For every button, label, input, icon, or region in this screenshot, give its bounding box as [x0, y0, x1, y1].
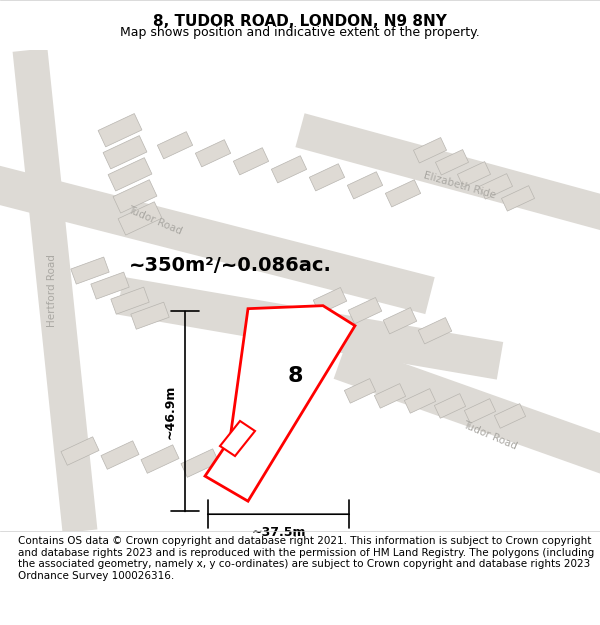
Polygon shape	[464, 399, 496, 423]
Polygon shape	[271, 156, 307, 183]
Polygon shape	[108, 158, 152, 191]
Polygon shape	[141, 445, 179, 473]
Text: ~37.5m: ~37.5m	[251, 526, 306, 539]
Polygon shape	[310, 164, 344, 191]
Polygon shape	[113, 180, 157, 213]
Polygon shape	[348, 298, 382, 324]
Polygon shape	[71, 257, 109, 284]
Polygon shape	[404, 389, 436, 413]
Polygon shape	[385, 180, 421, 207]
Polygon shape	[502, 186, 535, 211]
Polygon shape	[131, 302, 169, 329]
Polygon shape	[61, 437, 99, 465]
Text: Tudor Road: Tudor Road	[461, 420, 518, 452]
Polygon shape	[313, 288, 347, 314]
Polygon shape	[457, 162, 491, 187]
Text: Tudor Road: Tudor Road	[127, 204, 184, 236]
Polygon shape	[436, 149, 469, 175]
Polygon shape	[157, 132, 193, 159]
Text: ~350m²/~0.086ac.: ~350m²/~0.086ac.	[128, 256, 331, 275]
Polygon shape	[479, 174, 512, 199]
Polygon shape	[98, 114, 142, 147]
Polygon shape	[196, 139, 230, 167]
Text: Hertford Road: Hertford Road	[47, 254, 57, 327]
Polygon shape	[181, 449, 219, 478]
Polygon shape	[295, 113, 600, 242]
Text: ~46.9m: ~46.9m	[164, 384, 177, 439]
Polygon shape	[434, 394, 466, 418]
Polygon shape	[117, 277, 503, 379]
Polygon shape	[91, 272, 129, 299]
Polygon shape	[111, 287, 149, 314]
Polygon shape	[103, 136, 147, 169]
Text: Elizabeth Ride: Elizabeth Ride	[423, 170, 497, 201]
Polygon shape	[494, 404, 526, 428]
Polygon shape	[344, 379, 376, 403]
Polygon shape	[205, 306, 355, 501]
Text: Map shows position and indicative extent of the property.: Map shows position and indicative extent…	[120, 26, 480, 39]
Polygon shape	[418, 318, 452, 344]
Polygon shape	[220, 421, 255, 456]
Text: 8: 8	[287, 366, 303, 386]
Polygon shape	[383, 308, 417, 334]
Polygon shape	[334, 343, 600, 489]
Polygon shape	[221, 453, 259, 481]
Text: Contains OS data © Crown copyright and database right 2021. This information is : Contains OS data © Crown copyright and d…	[18, 536, 594, 581]
Polygon shape	[413, 138, 446, 163]
Polygon shape	[118, 202, 162, 235]
Text: Tudor Road: Tudor Road	[262, 313, 319, 344]
Text: 8, TUDOR ROAD, LONDON, N9 8NY: 8, TUDOR ROAD, LONDON, N9 8NY	[153, 14, 447, 29]
Polygon shape	[347, 172, 383, 199]
Polygon shape	[374, 384, 406, 408]
Polygon shape	[101, 441, 139, 469]
Polygon shape	[13, 48, 97, 533]
Polygon shape	[233, 148, 269, 175]
Polygon shape	[0, 162, 435, 314]
